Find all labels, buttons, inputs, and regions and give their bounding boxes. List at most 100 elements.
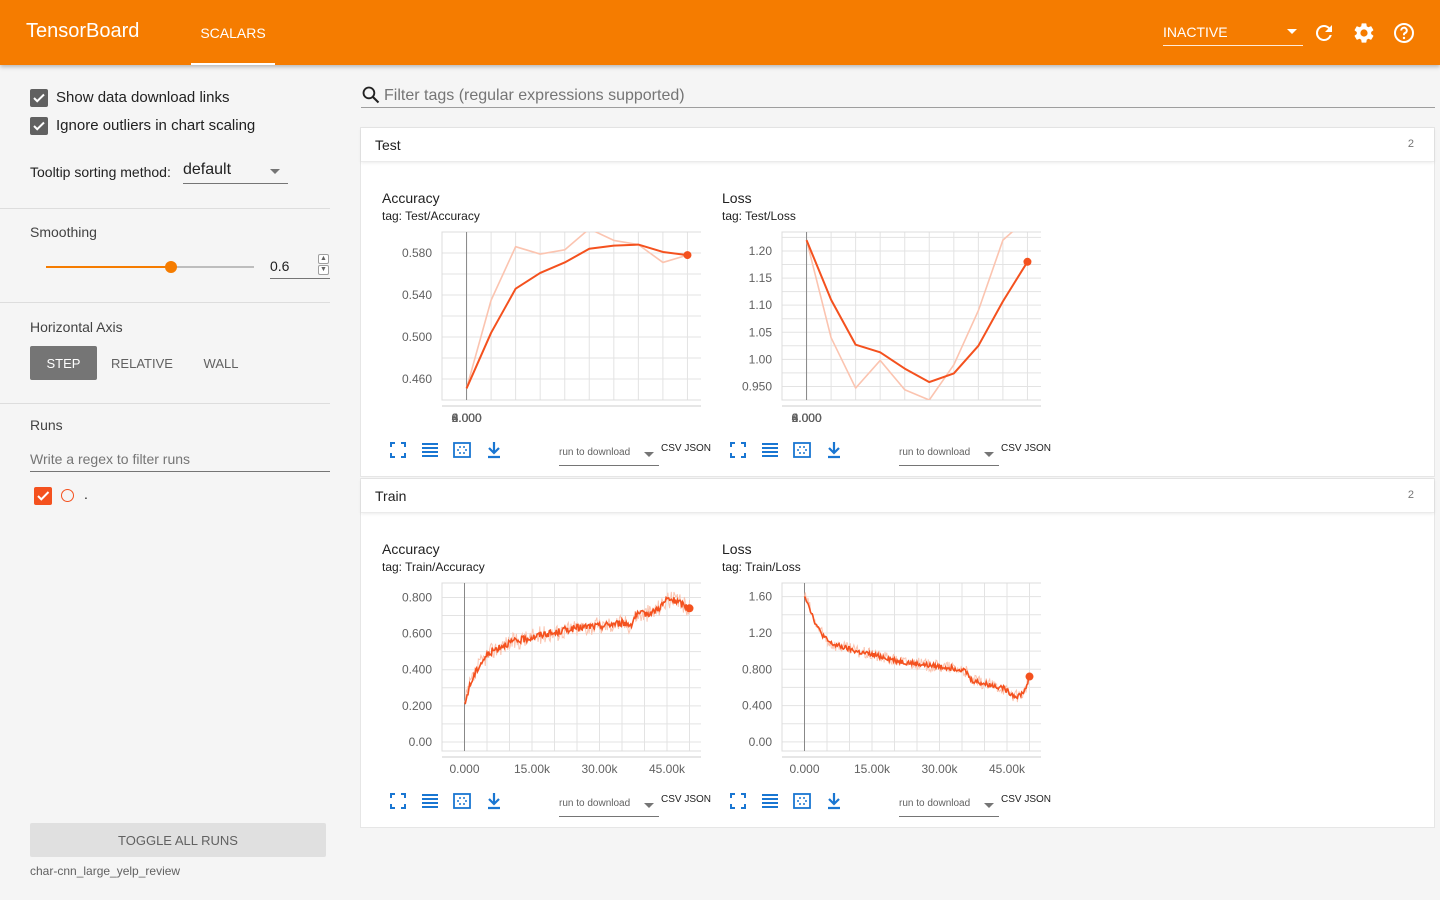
- tag-filter-input[interactable]: Filter tags (regular expressions support…: [361, 79, 1435, 108]
- x-tick-label: 6.000: [792, 411, 822, 425]
- spin-down-icon[interactable]: ▼: [318, 265, 329, 275]
- axis-step-button[interactable]: STEP: [30, 346, 97, 380]
- smoothed-series-line: [803, 595, 1031, 700]
- y-tick-label: 0.00: [749, 735, 773, 749]
- caret-down-icon: [1287, 29, 1297, 34]
- search-icon: [362, 86, 380, 104]
- last-point-marker: [683, 251, 692, 260]
- x-tick-label: 4.000: [792, 411, 822, 425]
- download-icon[interactable]: [824, 791, 844, 811]
- smoothing-value: 0.6: [270, 258, 290, 274]
- chart-title: Accuracy: [382, 541, 440, 557]
- divider: [0, 403, 330, 404]
- toggle-log-scale-icon[interactable]: [420, 791, 440, 811]
- refresh-icon[interactable]: [1312, 21, 1336, 45]
- x-tick-label: 30.00k: [581, 762, 618, 776]
- pane-name: Train: [375, 488, 407, 504]
- inactive-dashboards-select[interactable]: INACTIVE: [1163, 20, 1303, 46]
- chart-tag: tag: Test/Loss: [722, 209, 796, 223]
- slider-fill: [46, 266, 171, 268]
- horizontal-axis-label: Horizontal Axis: [30, 319, 123, 335]
- show-download-links-label: Show data download links: [56, 89, 230, 106]
- pane-header[interactable]: Test 2: [361, 128, 1434, 162]
- y-tick-label: 0.460: [402, 372, 432, 386]
- app-brand: TensorBoard: [26, 20, 140, 42]
- toggle-log-scale-icon[interactable]: [760, 791, 780, 811]
- toggle-all-runs-button[interactable]: TOGGLE ALL RUNS: [30, 823, 326, 857]
- download-links[interactable]: CSV JSON: [661, 794, 712, 805]
- fit-domain-icon[interactable]: [792, 440, 812, 460]
- app-header: TensorBoard SCALARS INACTIVE: [0, 0, 1440, 65]
- fullscreen-icon[interactable]: [388, 440, 408, 460]
- smoothed-series-line: [805, 239, 1029, 384]
- run-checkbox[interactable]: [34, 487, 52, 505]
- caret-down-icon: [270, 169, 280, 174]
- tooltip-sorting-select[interactable]: default: [183, 158, 288, 184]
- run-to-download-select[interactable]: run to download: [559, 795, 659, 817]
- pane-count: 2: [1407, 138, 1414, 150]
- run-to-download-select[interactable]: run to download: [899, 795, 999, 817]
- x-tick-label: 2.000: [452, 411, 482, 425]
- toggle-log-scale-icon[interactable]: [420, 440, 440, 460]
- spin-up-icon[interactable]: ▲: [318, 254, 329, 264]
- download-links[interactable]: CSV JSON: [1001, 443, 1052, 454]
- runs-label: Runs: [30, 417, 63, 433]
- y-tick-label: 1.20: [749, 244, 773, 258]
- run-to-download-label: run to download: [899, 798, 971, 809]
- last-point-marker: [685, 604, 694, 613]
- run-color-circle-icon[interactable]: [61, 489, 74, 502]
- x-tick-label: 30.00k: [921, 762, 958, 776]
- fit-domain-icon[interactable]: [452, 791, 472, 811]
- smoothing-label: Smoothing: [30, 224, 97, 240]
- settings-icon[interactable]: [1352, 21, 1376, 45]
- plot-frame: [781, 582, 1041, 752]
- y-tick-label: 1.10: [749, 298, 773, 312]
- smoothing-slider[interactable]: [46, 261, 254, 273]
- pane-test: Test 2 Accuracy tag: Test/Accuracy 0.000…: [360, 127, 1435, 477]
- help-icon[interactable]: [1392, 21, 1416, 45]
- download-links[interactable]: CSV JSON: [661, 443, 712, 454]
- raw-series-line: [465, 232, 688, 389]
- plot-frame: [441, 582, 701, 752]
- tab-scalars[interactable]: SCALARS: [191, 0, 275, 65]
- last-point-marker: [1023, 257, 1032, 266]
- download-icon[interactable]: [824, 440, 844, 460]
- axis-relative-button[interactable]: RELATIVE: [111, 356, 173, 371]
- fullscreen-icon[interactable]: [388, 791, 408, 811]
- fullscreen-icon[interactable]: [728, 440, 748, 460]
- chart-card: Accuracy tag: Test/Accuracy 0.000 2.000 4.…: [361, 176, 711, 466]
- x-tick-label: 15.00k: [514, 762, 551, 776]
- pane-name: Test: [375, 137, 401, 153]
- toggle-log-scale-icon[interactable]: [760, 440, 780, 460]
- x-tick-label: 45.00k: [649, 762, 686, 776]
- run-to-download-select[interactable]: run to download: [899, 444, 999, 466]
- chart-title: Loss: [722, 541, 752, 557]
- y-tick-label: 1.20: [749, 626, 773, 640]
- y-tick-label: 0.580: [402, 246, 432, 260]
- pane-header[interactable]: Train 2: [361, 479, 1434, 513]
- chart-plot: 0.000 15.00k 30.00k 45.00k 0.00 0.200 0.400 0.6…: [402, 582, 701, 776]
- x-tick-label: 15.00k: [854, 762, 891, 776]
- fit-domain-icon[interactable]: [792, 791, 812, 811]
- download-links[interactable]: CSV JSON: [1001, 794, 1052, 805]
- y-tick-label: 0.950: [742, 379, 772, 393]
- slider-thumb[interactable]: [164, 261, 177, 273]
- run-to-download-select[interactable]: run to download: [559, 444, 659, 466]
- caret-down-icon: [984, 803, 994, 808]
- y-tick-label: 0.600: [402, 627, 432, 641]
- chart-tag: tag: Train/Accuracy: [382, 560, 485, 574]
- chart-title: Accuracy: [382, 190, 440, 206]
- x-tick-label: 45.00k: [989, 762, 1026, 776]
- download-icon[interactable]: [484, 440, 504, 460]
- runs-filter-input[interactable]: Write a regex to filter runs: [30, 448, 330, 472]
- smoothing-input[interactable]: 0.6 ▲ ▼: [270, 254, 330, 279]
- checkmark-icon: [37, 491, 50, 501]
- axis-wall-button[interactable]: WALL: [203, 356, 239, 371]
- download-icon[interactable]: [484, 791, 504, 811]
- y-tick-label: 1.00: [749, 352, 773, 366]
- fullscreen-icon[interactable]: [728, 791, 748, 811]
- x-tick-label: 6.000: [452, 411, 482, 425]
- fit-domain-icon[interactable]: [452, 440, 472, 460]
